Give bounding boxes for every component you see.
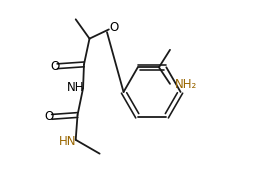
Text: O: O <box>44 110 54 123</box>
Text: NH: NH <box>67 81 84 94</box>
Text: O: O <box>50 60 59 73</box>
Text: NH₂: NH₂ <box>175 78 197 91</box>
Text: HN: HN <box>59 135 77 148</box>
Text: O: O <box>110 21 119 34</box>
